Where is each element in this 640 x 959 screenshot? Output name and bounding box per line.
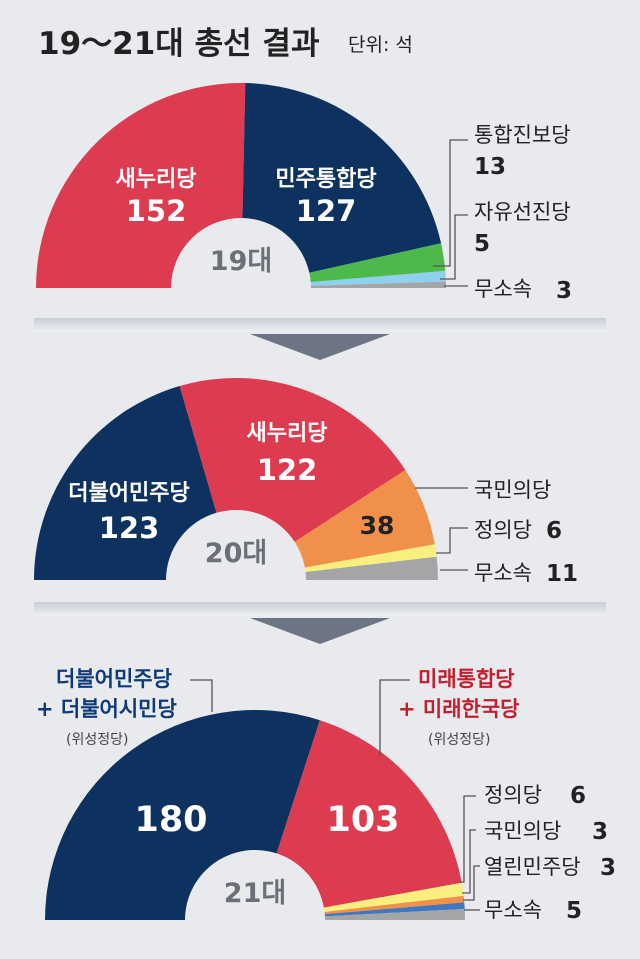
series-label: 국민의당 [484,819,561,843]
data-label: 3 [592,819,608,845]
data-label: 6 [546,518,562,544]
series-label: 자유선진당 [474,200,571,224]
slice-0 [34,386,217,580]
series-label: 무소속 [484,898,542,922]
leader-line [440,214,468,280]
series-label: 새누리당 [247,421,328,446]
series-label: 국민의당 [474,478,551,502]
series-label: 무소속 [474,561,532,585]
party-label: + 더불어시민당 [36,697,177,721]
party-label: 미래통합당 [418,667,515,691]
slice-0 [45,709,320,920]
data-label: 180 [134,800,207,840]
slice-2 [309,243,446,283]
chart-21st: 21대 180 103 더불어민주당 + 더불어시민당 (위성정당) 미래통합당 + 미래한국… [36,667,616,924]
chart-title: 19～21대 총선 결과 [38,26,320,62]
leader-line [463,865,480,901]
data-label: 123 [99,511,160,545]
leader-line [436,527,468,554]
party-label: 더불어민주당 [56,667,172,691]
series-label: 민주통합당 [275,166,376,192]
slice-5 [324,909,465,920]
slice-4 [305,556,438,580]
leader-line [379,679,410,756]
unit-label: 단위: 석 [348,34,413,56]
slice-3 [310,270,446,286]
series-label: 정의당 [474,518,532,542]
leader-line [460,795,476,883]
slice-4 [310,281,446,288]
slice-3 [304,544,437,572]
slice-0 [36,83,246,288]
leader-line [190,679,213,712]
data-label: 5 [474,231,490,257]
center-label: 21대 [224,878,286,909]
party-note: (위성정당) [428,732,490,748]
data-label: 38 [360,511,395,540]
slice-1 [179,378,406,542]
data-label: 6 [570,783,586,809]
divider [34,318,606,332]
arrow-down-icon [250,618,390,644]
data-label: 13 [474,154,506,180]
series-label: 새누리당 [116,167,197,192]
slice-2 [294,469,435,568]
center-label: 20대 [205,538,267,569]
series-label: 열린민주당 [484,855,581,879]
party-label: + 미래한국당 [398,697,520,721]
center-label: 19대 [210,246,272,277]
arrow-down-icon [250,334,390,360]
data-label: 152 [126,194,187,228]
party-note: (위성정당) [66,732,128,748]
slice-1 [242,83,442,273]
data-label: 3 [600,855,616,881]
series-label: 통합진보당 [474,123,571,147]
slice-2 [323,882,464,912]
leader-line [433,139,468,267]
series-label: 더불어민주당 [68,481,189,506]
data-label: 3 [556,278,572,304]
slice-4 [324,902,465,917]
leader-line [462,829,476,894]
slice-3 [324,895,465,915]
data-label: 127 [296,194,357,228]
series-label: 정의당 [484,783,542,807]
data-label: 11 [546,561,578,587]
slice-1 [276,720,462,908]
data-label: 5 [566,898,582,924]
divider [34,602,606,616]
data-label: 122 [257,453,318,487]
data-label: 103 [326,800,399,840]
series-label: 무소속 [474,277,532,301]
